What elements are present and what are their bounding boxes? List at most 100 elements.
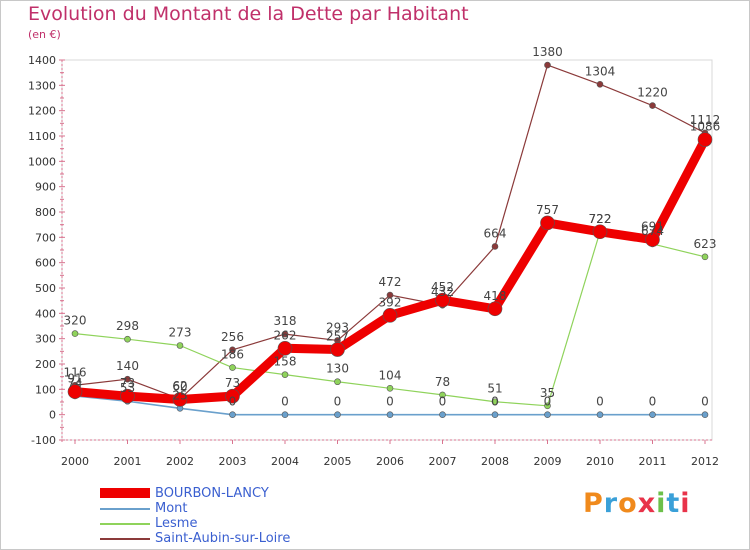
data-point-mont [649, 411, 656, 418]
data-label-saint-aubin-sur-loire: 140 [116, 359, 139, 373]
x-tick-label: 2001 [114, 455, 142, 468]
data-label-bourbon-lancy: 73 [225, 376, 240, 390]
data-point-bourbon-lancy [540, 215, 555, 231]
legend-label: BOURBON-LANCY [155, 486, 269, 501]
data-label-bourbon-lancy: 257 [326, 330, 349, 344]
x-tick-label: 2003 [219, 455, 247, 468]
logo-letter: t [666, 488, 681, 519]
plot-area [61, 59, 713, 441]
data-label-mont: 74 [67, 376, 82, 390]
x-tick-label: 2000 [61, 455, 89, 468]
legend-label: Lesme [155, 516, 198, 531]
data-label-mont: 0 [281, 395, 289, 409]
x-tick-label: 2009 [534, 455, 562, 468]
legend-label: Saint-Aubin-sur-Loire [155, 531, 291, 546]
data-label-bourbon-lancy: 60 [172, 379, 187, 393]
data-label-saint-aubin-sur-loire: 1304 [585, 64, 616, 78]
data-point-mont [281, 411, 289, 418]
data-label-saint-aubin-sur-loire: 256 [221, 330, 244, 344]
logo-letter: P [583, 488, 604, 519]
data-point-lesme [544, 402, 551, 410]
data-label-mont: 0 [386, 395, 394, 409]
data-label-lesme: 623 [694, 237, 717, 251]
y-tick-label: 900 [35, 181, 56, 194]
data-point-mont [229, 411, 236, 418]
data-point-mont [386, 411, 394, 418]
data-label-mont: 0 [544, 395, 552, 409]
data-label-mont: 25 [172, 388, 187, 402]
legend-label: Mont [155, 501, 188, 516]
logo-letter: i [656, 488, 667, 519]
data-label-mont: 0 [334, 395, 342, 409]
data-point-bourbon-lancy [172, 392, 188, 407]
data-point-bourbon-lancy [487, 301, 503, 317]
data-label-lesme: 186 [221, 348, 244, 362]
x-tick-label: 2012 [691, 455, 719, 468]
data-label-mont: 0 [491, 395, 499, 409]
series-line-bourbon-lancy [74, 137, 709, 404]
data-label-lesme: 158 [274, 355, 297, 369]
data-point-lesme [701, 253, 709, 261]
y-tick-label: 1000 [28, 155, 56, 168]
legend-swatch [100, 488, 150, 498]
data-point-saint-aubin-sur-loire [386, 291, 394, 299]
data-label-saint-aubin-sur-loire: 1220 [637, 86, 668, 100]
data-label-lesme: 35 [540, 386, 555, 400]
data-label-lesme: 78 [435, 375, 450, 389]
x-tick-label: 2010 [586, 455, 614, 468]
data-label-saint-aubin-sur-loire: 116 [64, 365, 87, 379]
y-tick-label: 800 [35, 206, 56, 219]
data-point-saint-aubin-sur-loire [281, 330, 289, 338]
data-label-lesme: 104 [379, 368, 402, 382]
data-point-bourbon-lancy [225, 388, 240, 404]
data-label-lesme: 674 [641, 224, 664, 238]
data-label-saint-aubin-sur-loire: 1380 [532, 45, 563, 59]
y-tick-label: 1200 [28, 105, 56, 118]
data-label-mont: 0 [701, 395, 709, 409]
y-tick-label: 1400 [28, 54, 56, 67]
data-label-mont: 53 [120, 381, 135, 395]
data-label-saint-aubin-sur-loire: 432 [431, 285, 454, 299]
x-tick-label: 2007 [429, 455, 457, 468]
data-point-mont [701, 411, 709, 418]
data-label-lesme: 320 [64, 314, 87, 328]
data-label-bourbon-lancy: 392 [379, 295, 402, 309]
data-point-bourbon-lancy [592, 224, 608, 240]
data-label-lesme: 298 [116, 319, 139, 333]
logo-letter: r [603, 488, 619, 519]
data-point-lesme [124, 335, 131, 343]
y-tick-label: 200 [35, 358, 56, 371]
x-tick-label: 2006 [376, 455, 404, 468]
legend-swatch [100, 538, 150, 540]
data-point-bourbon-lancy [435, 292, 450, 308]
data-point-bourbon-lancy [697, 132, 713, 147]
data-label-bourbon-lancy: 73 [120, 376, 135, 390]
data-label-lesme: 51 [487, 382, 502, 396]
logo-letter: x [637, 488, 657, 519]
data-point-bourbon-lancy [277, 340, 293, 356]
y-tick-label: 1300 [28, 79, 56, 92]
data-point-mont [439, 411, 446, 418]
data-point-mont [596, 411, 604, 418]
chart-title: Evolution du Montant de la Dette par Hab… [28, 3, 469, 25]
x-tick-label: 2011 [639, 455, 667, 468]
logo-letter: o [618, 488, 638, 519]
data-point-bourbon-lancy [382, 308, 398, 323]
data-label-saint-aubin-sur-loire: 62 [172, 379, 187, 393]
data-point-saint-aubin-sur-loire [596, 81, 604, 88]
data-label-saint-aubin-sur-loire: 318 [274, 314, 297, 328]
y-tick-label: 600 [35, 257, 56, 270]
data-point-saint-aubin-sur-loire [124, 375, 131, 383]
data-label-bourbon-lancy: 91 [67, 372, 82, 386]
chart-subtitle: (en €) [28, 28, 61, 41]
data-point-mont [334, 411, 341, 418]
data-label-lesme: 273 [169, 326, 192, 340]
data-label-bourbon-lancy: 418 [484, 289, 507, 303]
data-label-lesme: 722 [589, 212, 612, 226]
data-point-saint-aubin-sur-loire [544, 61, 551, 69]
x-tick-label: 2002 [166, 455, 194, 468]
logo-letter: i [680, 488, 691, 519]
data-point-saint-aubin-sur-loire [229, 346, 236, 354]
